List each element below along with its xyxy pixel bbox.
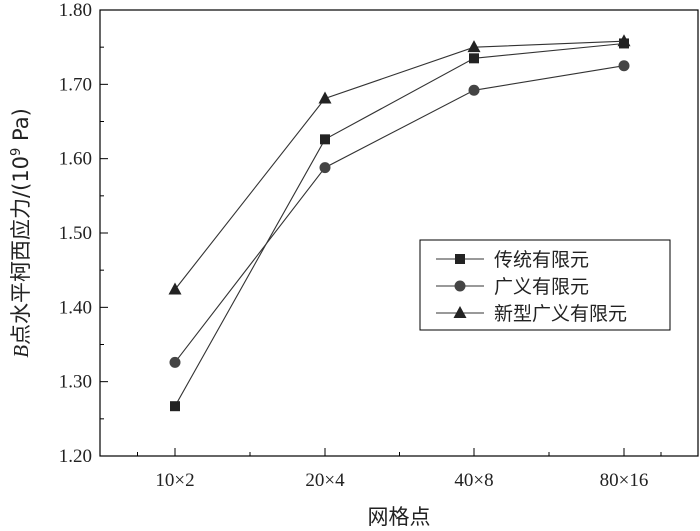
x-tick-label: 10×2	[155, 470, 194, 491]
series-3-point	[617, 34, 631, 47]
series-2-point	[618, 60, 630, 72]
y-tick-label: 1.30	[59, 372, 92, 393]
y-axis-label-point: B	[9, 345, 33, 358]
y-axis-label-exp: 9	[9, 148, 24, 156]
y-axis-label-unit: Pa)	[9, 108, 33, 147]
x-axis-ticks: 10×2 20×4 40×8 80×16	[137, 448, 662, 491]
x-tick-label: 40×8	[454, 470, 493, 491]
series-1-point	[469, 53, 479, 64]
y-tick-label: 1.70	[59, 74, 92, 95]
x-axis-label: 网格点	[368, 505, 431, 529]
y-axis-label: B点水平柯西应力/(109 Pa)	[9, 108, 33, 358]
legend-label: 传统有限元	[494, 249, 589, 271]
series-line-1	[174, 42, 625, 407]
legend-marker	[455, 254, 465, 264]
series-2-point	[468, 84, 480, 96]
series-3-point	[467, 40, 481, 53]
y-axis-label-text: 点水平柯西应力/(10	[9, 156, 33, 345]
plot-frame	[99, 9, 699, 457]
series-3-point	[168, 282, 182, 295]
legend-label: 广义有限元	[494, 276, 589, 298]
legend-label: 新型广义有限元	[494, 303, 627, 325]
series-line-3	[174, 40, 625, 290]
series-1-point	[170, 401, 180, 412]
series-line-2	[174, 65, 625, 363]
x-tick-label: 80×16	[600, 470, 649, 491]
y-tick-label: 1.20	[59, 446, 92, 467]
y-tick-label: 1.80	[59, 0, 92, 21]
legend-marker	[453, 306, 467, 318]
series-1-point	[320, 134, 330, 145]
series-3-point	[318, 91, 332, 104]
y-axis-ticks: 1.20 1.30 1.40 1.50 1.60 1.70 1.80	[59, 0, 108, 467]
y-tick-label: 1.40	[59, 297, 92, 318]
legend-marker	[454, 280, 466, 292]
y-tick-label: 1.50	[59, 223, 92, 244]
y-tick-label: 1.60	[59, 149, 92, 170]
series-2-point	[169, 356, 181, 368]
x-tick-label: 20×4	[305, 470, 345, 491]
series-2-point	[319, 162, 331, 174]
series-layer	[168, 34, 631, 412]
